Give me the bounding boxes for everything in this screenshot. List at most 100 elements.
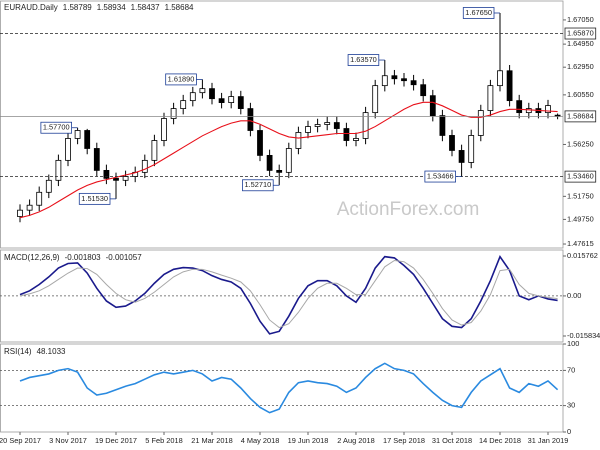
candle-body — [468, 135, 475, 163]
candle-body — [55, 159, 62, 181]
candle-body — [506, 70, 513, 102]
x-tick-label: 19 Jun 2018 — [288, 436, 329, 445]
candle-body — [420, 84, 427, 97]
candle-body — [84, 130, 91, 149]
candle-body — [305, 126, 311, 133]
x-tick-label: 5 Feb 2018 — [145, 436, 182, 445]
high-value: 1.58934 — [97, 3, 126, 12]
indicator-line — [19, 362, 559, 414]
y-tick-label: 100 — [567, 339, 579, 348]
last-price-label: 1.58684 — [567, 111, 594, 120]
annotation-label-group: 1.57700 — [40, 121, 72, 134]
candle-body — [199, 88, 206, 94]
annotation-label: 1.63570 — [350, 55, 377, 64]
y-tick-label: 1.47615 — [567, 239, 594, 248]
candle-body — [17, 209, 23, 217]
candle-body — [103, 169, 110, 179]
candle-body — [237, 96, 244, 109]
panel-title: EURAUD.Daily — [4, 3, 58, 12]
x-tick-label: 4 May 2018 — [241, 436, 280, 445]
candle-body — [247, 108, 254, 131]
candle-body — [295, 132, 302, 149]
indicator-value: -0.001803 — [65, 253, 102, 262]
candle-body — [401, 78, 407, 82]
candle-body — [65, 138, 71, 161]
candle-body — [26, 204, 33, 211]
y-tick-label: 30 — [567, 401, 575, 410]
annotation-label: 1.52710 — [244, 180, 271, 189]
y-tick-label: 0.00 — [567, 291, 581, 300]
annotation-label-group: 1.61890 — [165, 73, 197, 86]
close-value: 1.58684 — [165, 3, 194, 12]
y-tick-label: 0 — [567, 427, 571, 436]
y-tick-label: 1.64950 — [567, 39, 594, 48]
indicator-value: -0.001057 — [106, 253, 143, 262]
last-price-label-group: 1.58684 — [564, 110, 597, 123]
level-label: 1.53460 — [567, 172, 594, 181]
candle-body — [74, 130, 81, 139]
level-label-group: 1.53460 — [564, 170, 597, 183]
indicator-line — [19, 254, 558, 335]
candle-body — [180, 100, 187, 109]
annotation-label-group: 1.67650 — [462, 7, 495, 19]
annotation-label-group: 1.51530 — [78, 192, 111, 205]
candle-body — [209, 88, 215, 100]
candle-body — [36, 191, 43, 206]
x-tick-label: 3 Nov 2017 — [49, 436, 87, 445]
candle-body — [391, 75, 398, 80]
candle-body — [545, 105, 551, 114]
candle-body — [410, 80, 417, 86]
candle-body — [525, 108, 532, 114]
candle-body — [170, 108, 177, 119]
y-tick-label: 1.60550 — [567, 90, 594, 99]
candle-body — [429, 95, 436, 117]
panel-frame — [0, 0, 564, 249]
level-label-box — [564, 27, 597, 40]
candle-body — [257, 130, 263, 156]
y-tick-label: 1.67050 — [567, 15, 594, 24]
candle-body — [218, 98, 225, 103]
annotation-label: 1.57700 — [43, 123, 70, 132]
candle-body — [353, 138, 359, 141]
annotation-label: 1.67650 — [465, 8, 492, 17]
level-label-box — [564, 170, 597, 183]
candle-body — [497, 70, 503, 87]
x-tick-label: 19 Dec 2017 — [95, 436, 137, 445]
low-value: 1.58437 — [131, 3, 160, 12]
candle-body — [285, 148, 292, 173]
y-tick-label: 1.49750 — [567, 214, 594, 223]
panel-frame — [0, 343, 564, 433]
annotation-label: 1.51530 — [81, 194, 108, 203]
candle-body — [487, 85, 494, 111]
candle-body — [45, 179, 52, 193]
candle-body — [93, 148, 100, 171]
candle-body — [141, 159, 148, 173]
y-tick-label: 1.62950 — [567, 62, 594, 71]
candle-body — [113, 177, 119, 181]
candle-body — [516, 100, 523, 114]
x-tick-label: 21 Mar 2018 — [191, 436, 233, 445]
x-tick-label: 31 Oct 2018 — [432, 436, 472, 445]
open-value: 1.58789 — [63, 3, 92, 12]
candle-body — [458, 150, 465, 163]
candle-body — [381, 75, 388, 87]
x-tick-label: 2 Aug 2018 — [337, 436, 374, 445]
annotation-label-group: 1.52710 — [242, 179, 274, 192]
annotation-label: 1.61890 — [168, 74, 195, 83]
panel-title: MACD(12,26,9) — [4, 253, 60, 262]
y-tick-label: -0.015834 — [567, 331, 600, 340]
x-tick-label: 14 Dec 2018 — [479, 436, 521, 445]
candle-body — [477, 110, 484, 136]
level-label: 1.65870 — [567, 28, 594, 37]
x-tick-label: 31 Jan 2019 — [528, 436, 569, 445]
y-tick-label: 1.56250 — [567, 139, 594, 148]
candle-body — [343, 128, 350, 141]
y-tick-label: 0.015762 — [567, 251, 598, 260]
annotation-label-group: 1.53466 — [424, 170, 457, 183]
candle-body — [161, 118, 167, 141]
watermark: ActionForex.com — [337, 199, 480, 220]
candle-body — [314, 124, 321, 127]
candle-body — [228, 96, 235, 103]
